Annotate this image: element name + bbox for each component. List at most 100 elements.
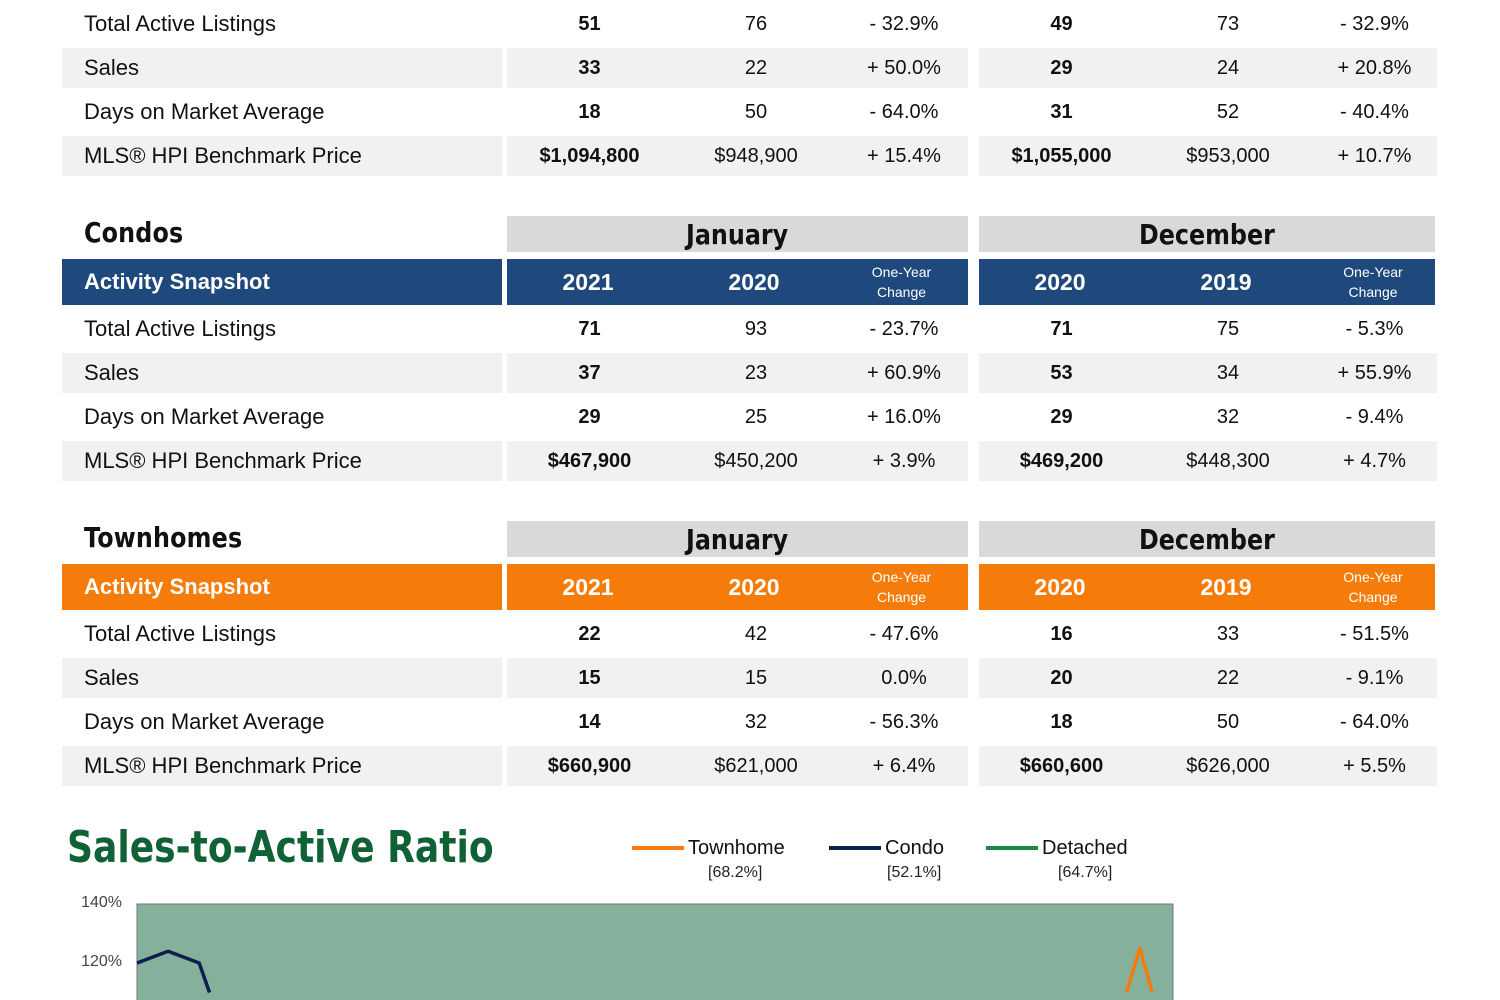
change-line2: Change — [876, 284, 927, 300]
dec-change-value: - 51.5% — [1340, 622, 1409, 645]
jan-2021-value: 22 — [578, 622, 601, 645]
townhomes-december-header: 2020 2019 One-Year Change — [979, 564, 1435, 610]
dec-change-value: + 55.9% — [1312, 353, 1437, 393]
dec-2019-value: $626,000 — [1144, 746, 1312, 786]
year-2020: 2020 — [728, 573, 780, 600]
dec-2019-value: 52 — [1216, 100, 1240, 123]
row-label: Days on Market Average — [84, 99, 325, 124]
jan-change-value: 0.0% — [840, 658, 968, 698]
jan-2021-value: 14 — [578, 710, 601, 733]
dec-change-value: - 64.0% — [1340, 710, 1409, 733]
year-2019: 2019 — [1200, 573, 1252, 600]
change-line1: One-Year — [1343, 569, 1403, 585]
legend-line-condo — [829, 846, 881, 850]
jan-change-value: - 23.7% — [869, 317, 939, 340]
jan-2020-value: 23 — [672, 353, 840, 393]
legend-label: Detached — [1042, 836, 1128, 859]
year-2020: 2020 — [1034, 573, 1086, 600]
month-label: January — [686, 522, 789, 556]
table-row: Total Active Listings 51 76 - 32.9% 49 7… — [62, 4, 1437, 44]
condos-january-header: 2021 2020 One-Year Change — [507, 259, 968, 305]
dec-2019-value: $448,300 — [1144, 441, 1312, 481]
month-label: December — [1139, 217, 1275, 251]
dec-2020-value: $1,055,000 — [979, 136, 1144, 176]
table-row: MLS® HPI Benchmark Price $467,900 $450,2… — [62, 441, 1437, 481]
row-label: Sales — [62, 353, 502, 393]
jan-2021-value: 71 — [578, 317, 601, 340]
legend-value-detached: [64.7%] — [1058, 864, 1113, 881]
jan-2021-value: $660,900 — [507, 746, 672, 786]
townhomes-month-january: January — [507, 521, 968, 557]
row-label: Days on Market Average — [84, 404, 325, 429]
condos-title: Condos — [84, 216, 184, 249]
jan-2020-value: 25 — [744, 405, 768, 428]
table-row: Days on Market Average 18 50 - 64.0% 31 … — [62, 92, 1437, 132]
legend-detached: Detached — [986, 836, 1128, 860]
jan-2020-value: 42 — [744, 622, 768, 645]
month-label: January — [686, 217, 789, 251]
jan-2020-value: 50 — [744, 100, 768, 123]
year-2021: 2021 — [562, 573, 614, 600]
row-label: Sales — [62, 658, 502, 698]
y-tick-label: 120% — [81, 953, 122, 970]
jan-2021-value: 51 — [578, 12, 601, 35]
year-2020: 2020 — [728, 268, 780, 295]
townhomes-month-december: December — [979, 521, 1435, 557]
dec-2019-value: 73 — [1216, 12, 1240, 35]
year-2020: 2020 — [1034, 268, 1086, 295]
jan-change-value: + 16.0% — [867, 405, 941, 428]
table-row: MLS® HPI Benchmark Price $1,094,800 $948… — [62, 136, 1437, 176]
series-line-townhome — [1124, 946, 1154, 994]
dec-2020-value: $660,600 — [979, 746, 1144, 786]
dec-change-value: - 5.3% — [1345, 317, 1404, 340]
condos-december-header: 2020 2019 One-Year Change — [979, 259, 1435, 305]
table-row: Total Active Listings 22 42 - 47.6% 16 3… — [62, 614, 1437, 654]
row-label: MLS® HPI Benchmark Price — [62, 746, 502, 786]
dec-2020-value: 18 — [1050, 710, 1073, 733]
table-row: Total Active Listings 71 93 - 23.7% 71 7… — [62, 309, 1437, 349]
year-2021: 2021 — [562, 268, 614, 295]
row-label: MLS® HPI Benchmark Price — [62, 136, 502, 176]
dec-2020-value: 16 — [1050, 622, 1073, 645]
dec-change-value: + 4.7% — [1312, 441, 1437, 481]
condos-month-december: December — [979, 216, 1435, 252]
dec-2019-value: 75 — [1216, 317, 1240, 340]
change-line2: Change — [876, 589, 927, 605]
dec-2019-value: 34 — [1144, 353, 1312, 393]
dec-2019-value: 24 — [1144, 48, 1312, 88]
table-row: Days on Market Average 29 25 + 16.0% 29 … — [62, 397, 1437, 437]
jan-2020-value: 93 — [744, 317, 768, 340]
jan-2021-value: $467,900 — [507, 441, 672, 481]
jan-2020-value: 32 — [744, 710, 768, 733]
legend-condo: Condo — [829, 836, 944, 860]
jan-change-value: - 56.3% — [869, 710, 939, 733]
table-row: MLS® HPI Benchmark Price $660,900 $621,0… — [62, 746, 1437, 786]
row-label: Total Active Listings — [84, 621, 276, 646]
table-row: Days on Market Average 14 32 - 56.3% 18 … — [62, 702, 1437, 742]
change-line1: One-Year — [871, 569, 932, 585]
change-line1: One-Year — [1343, 264, 1403, 280]
year-2019: 2019 — [1200, 268, 1252, 295]
one-year-change-label: One-Year Change — [1311, 259, 1435, 305]
jan-change-value: + 3.9% — [840, 441, 968, 481]
dec-2019-value: 22 — [1144, 658, 1312, 698]
dec-2020-value: 49 — [1050, 12, 1073, 35]
row-label: Total Active Listings — [84, 316, 276, 341]
dec-2020-value: 71 — [1050, 317, 1073, 340]
jan-change-value: - 32.9% — [869, 12, 939, 35]
one-year-change-label: One-Year Change — [1311, 564, 1435, 610]
one-year-change-label: One-Year Change — [839, 259, 964, 305]
y-tick-label: 140% — [81, 894, 122, 911]
condos-snapshot-header: Activity Snapshot — [62, 259, 502, 305]
townhomes-january-header: 2021 2020 One-Year Change — [507, 564, 968, 610]
dec-2020-value: 29 — [1050, 405, 1073, 428]
change-line1: One-Year — [871, 264, 932, 280]
dec-2020-value: 29 — [979, 48, 1144, 88]
dec-2019-value: $953,000 — [1144, 136, 1312, 176]
change-line2: Change — [1348, 284, 1398, 300]
jan-2020-value: $621,000 — [672, 746, 840, 786]
jan-2021-value: 37 — [507, 353, 672, 393]
plot-area — [136, 903, 1174, 1000]
legend-label: Townhome — [688, 836, 785, 859]
jan-change-value: + 50.0% — [840, 48, 968, 88]
